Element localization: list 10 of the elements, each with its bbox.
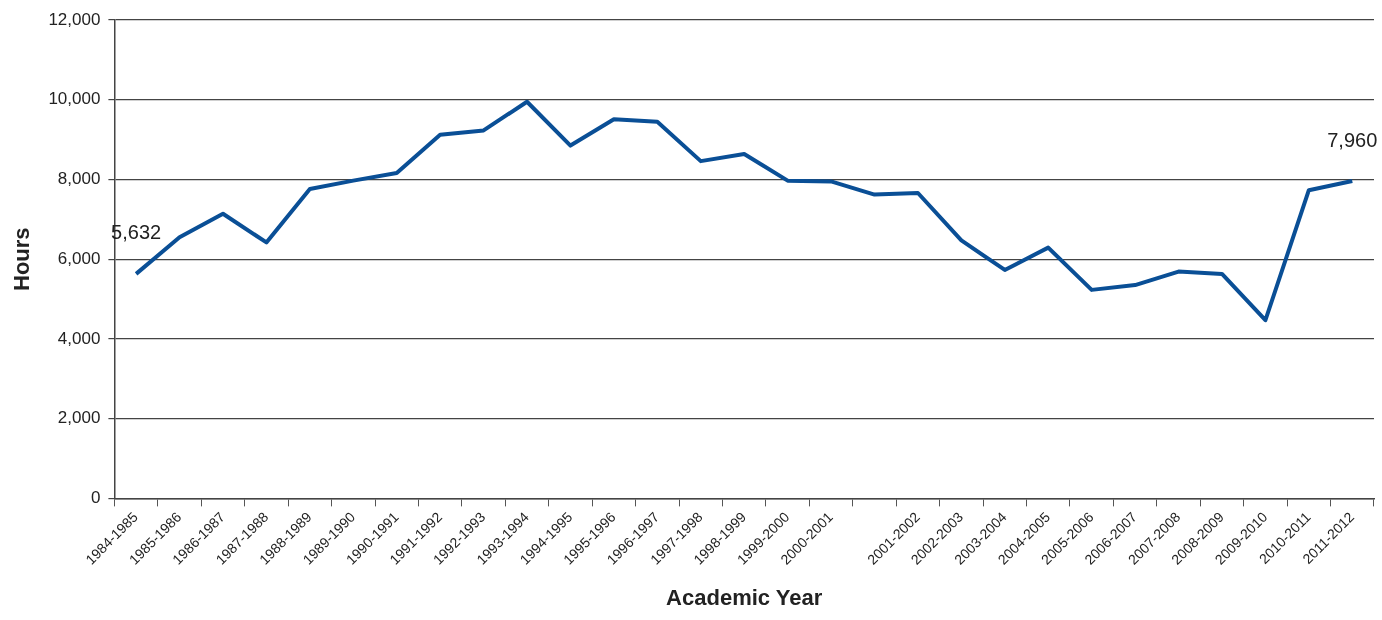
y-tick-label: 12,000 bbox=[48, 9, 101, 29]
y-tick-label: 4,000 bbox=[57, 328, 101, 348]
y-axis-title: Hours bbox=[9, 227, 35, 291]
y-tick-label: 8,000 bbox=[57, 169, 101, 189]
y-tick-label: 0 bbox=[90, 488, 101, 508]
y-tick-label: 2,000 bbox=[57, 408, 101, 428]
annotation: 7,960 bbox=[1327, 128, 1378, 151]
y-tick-label: 6,000 bbox=[57, 248, 101, 268]
x-axis-title: Academic Year bbox=[666, 584, 823, 610]
y-tick-label: 10,000 bbox=[48, 89, 101, 109]
